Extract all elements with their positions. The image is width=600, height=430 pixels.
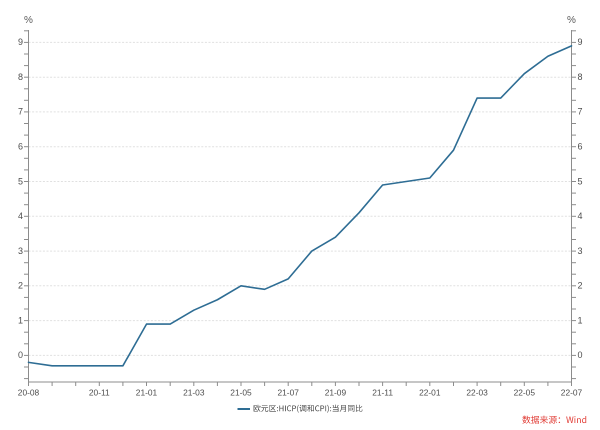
- svg-text:20-08: 20-08: [18, 387, 40, 397]
- svg-text:0: 0: [18, 350, 23, 360]
- svg-text:5: 5: [18, 176, 23, 186]
- svg-text:4: 4: [18, 211, 23, 221]
- svg-text:2: 2: [18, 281, 23, 291]
- svg-text:22-03: 22-03: [466, 387, 488, 397]
- svg-text:%: %: [24, 15, 33, 26]
- svg-text:3: 3: [18, 246, 23, 256]
- svg-text:20-11: 20-11: [89, 387, 110, 397]
- svg-text:9: 9: [578, 37, 583, 47]
- svg-text:21-05: 21-05: [230, 387, 252, 397]
- svg-text:21-07: 21-07: [277, 387, 299, 397]
- svg-text:8: 8: [578, 72, 583, 82]
- svg-text:5: 5: [578, 176, 583, 186]
- svg-text:1: 1: [18, 315, 23, 325]
- svg-text:6: 6: [578, 142, 583, 152]
- svg-text:1: 1: [578, 315, 583, 325]
- svg-text:21-09: 21-09: [325, 387, 347, 397]
- svg-text:21-01: 21-01: [136, 387, 158, 397]
- svg-text:21-03: 21-03: [183, 387, 205, 397]
- svg-text:22-05: 22-05: [514, 387, 536, 397]
- svg-text:8: 8: [18, 72, 23, 82]
- svg-text:21-11: 21-11: [372, 387, 393, 397]
- svg-text:%: %: [567, 15, 576, 26]
- svg-text:7: 7: [578, 107, 583, 117]
- svg-text:9: 9: [18, 37, 23, 47]
- svg-text:6: 6: [18, 142, 23, 152]
- svg-text:22-07: 22-07: [561, 387, 583, 397]
- svg-text:3: 3: [578, 246, 583, 256]
- svg-text:2: 2: [578, 281, 583, 291]
- svg-text:22-01: 22-01: [419, 387, 441, 397]
- svg-text:7: 7: [18, 107, 23, 117]
- svg-text:4: 4: [578, 211, 583, 221]
- svg-text:0: 0: [578, 350, 583, 360]
